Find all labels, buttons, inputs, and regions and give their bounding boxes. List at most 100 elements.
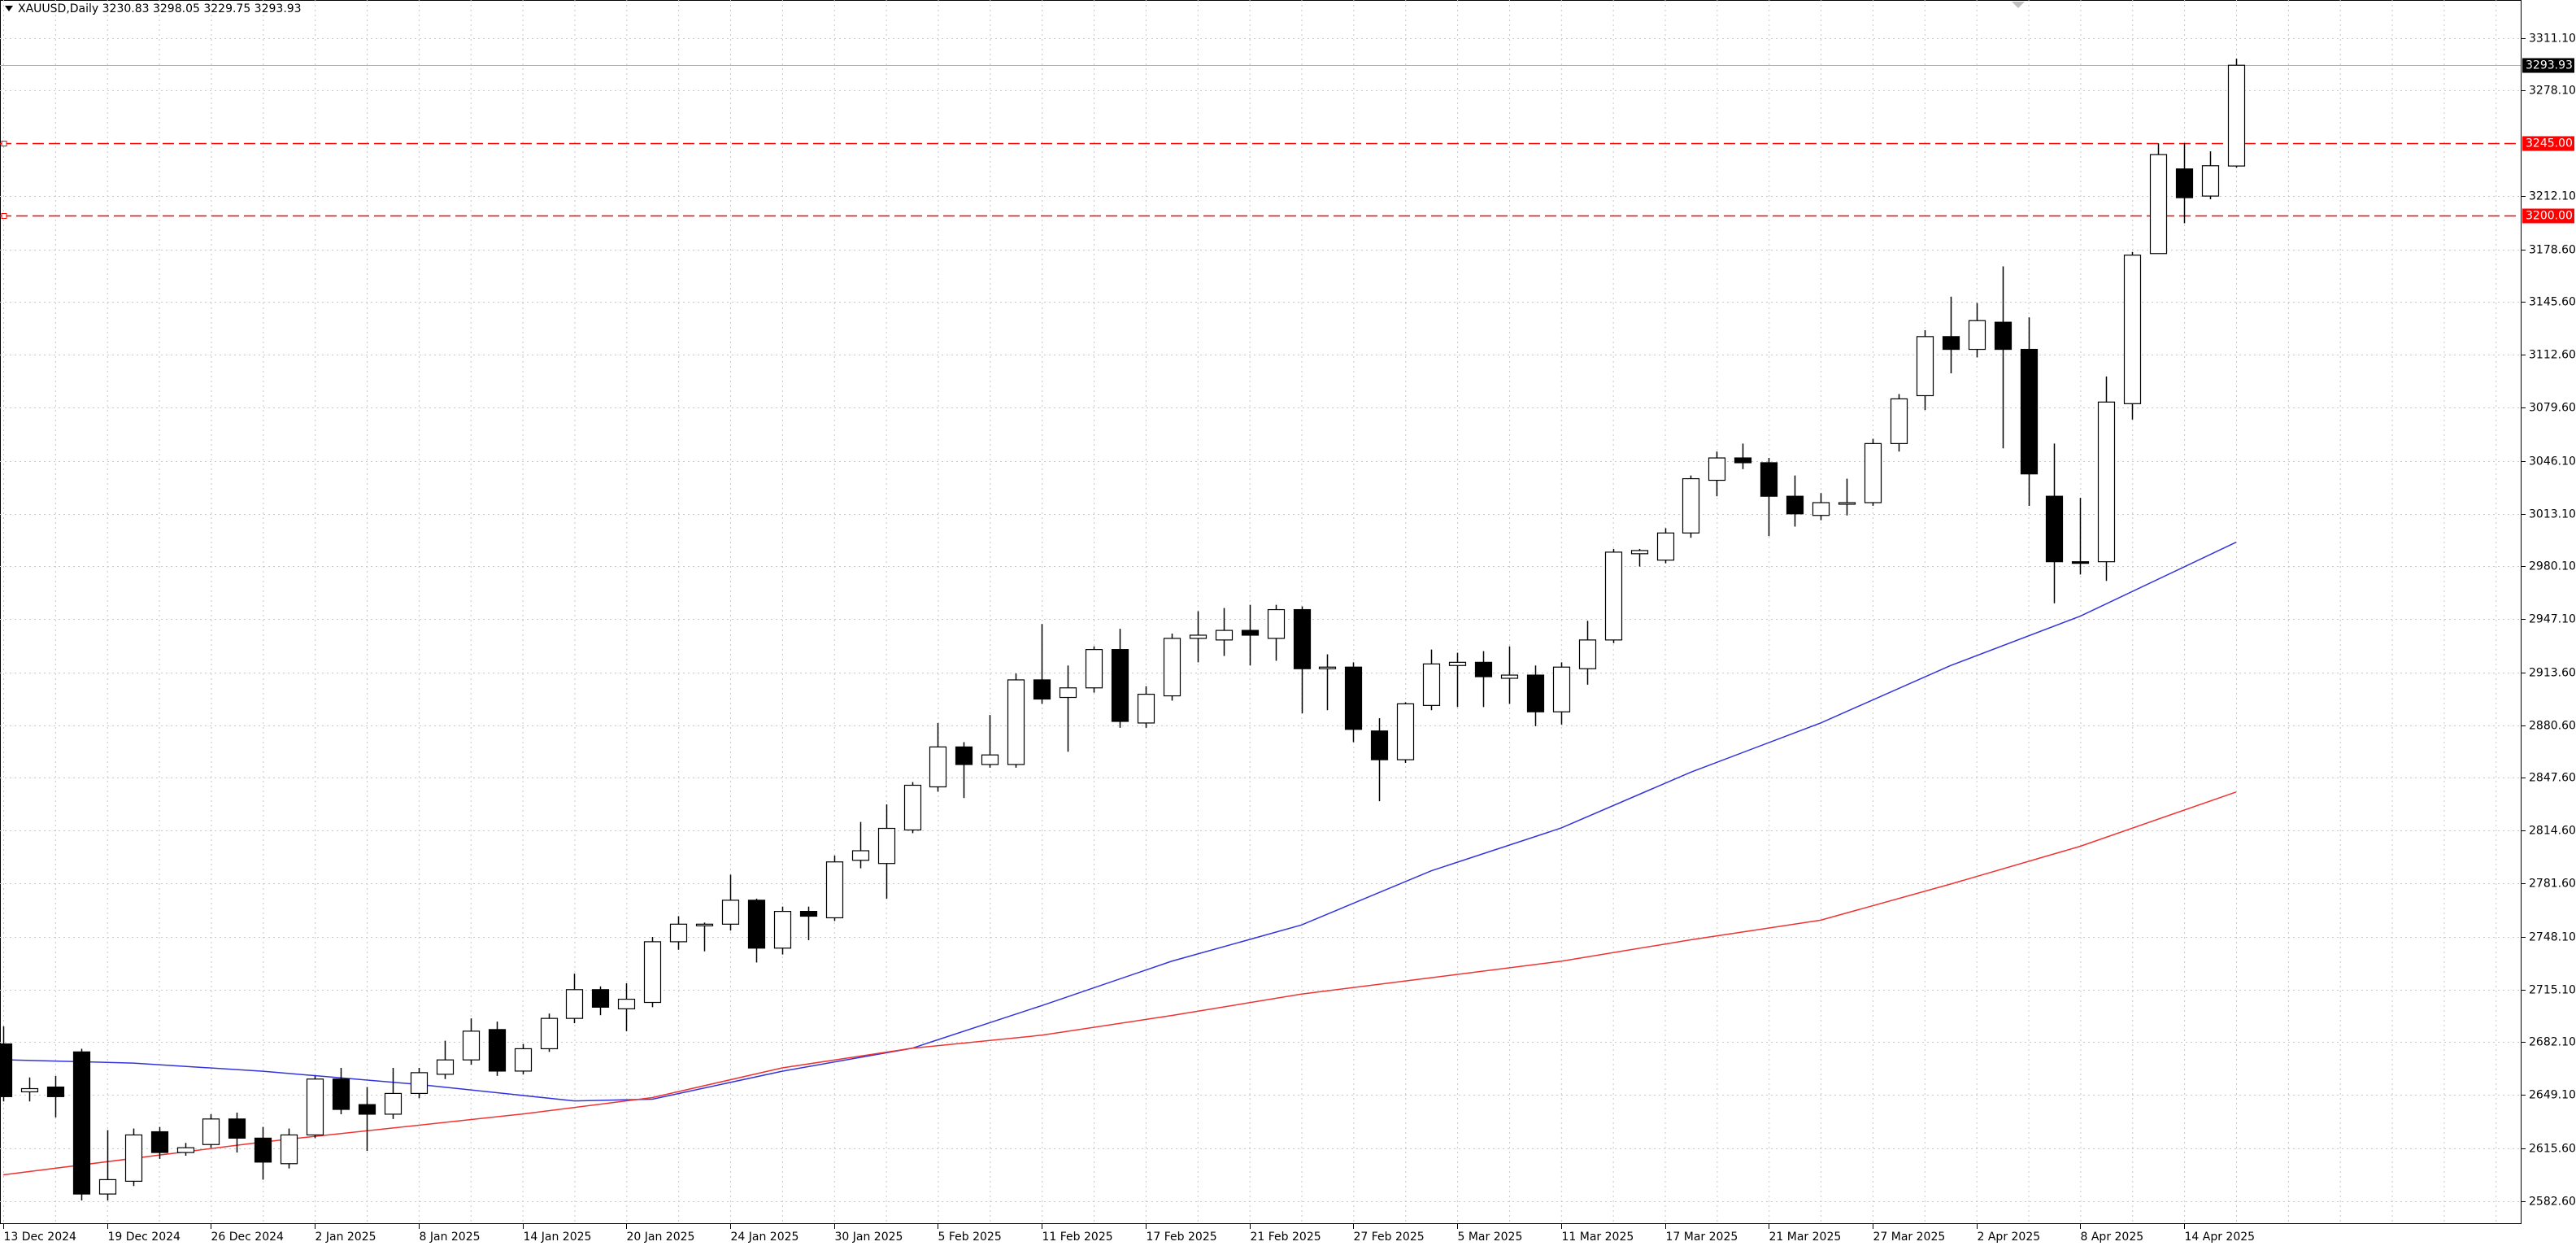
candle-body: [1864, 442, 1882, 503]
candle-body: [591, 989, 610, 1008]
x-tick-label: 17 Mar 2025: [1666, 1231, 1738, 1244]
x-tick-label: 20 Jan 2025: [627, 1231, 695, 1244]
candle-body: [436, 1059, 455, 1075]
candle-body: [1396, 703, 1415, 760]
chart-title: XAUUSD,Daily 3230.83 3298.05 3229.75 329…: [18, 2, 302, 15]
y-tick-label: 3079.60: [2529, 402, 2576, 415]
moving-average: [2, 791, 2237, 1176]
candle-body: [332, 1078, 350, 1110]
candle-body: [1474, 661, 1493, 677]
candle-body: [2045, 495, 2064, 563]
candle-body: [1734, 457, 1752, 464]
candle-body: [825, 861, 844, 919]
level-label: 3200.00: [2526, 210, 2573, 223]
candle-body: [410, 1072, 429, 1095]
candle-body: [1059, 687, 1077, 699]
candle-body: [1656, 532, 1675, 561]
last-price-label: 3293.93: [2526, 59, 2573, 72]
candle-body: [1448, 661, 1467, 666]
candle-body: [695, 923, 714, 926]
level-handle: [1, 141, 7, 146]
candle-body: [1318, 666, 1337, 669]
candle-body: [565, 989, 584, 1019]
y-tick-label: 3112.60: [2529, 349, 2576, 362]
candle-body: [2201, 165, 2220, 197]
y-tick-label: 2682.10: [2529, 1036, 2576, 1049]
y-tick-label: 2814.60: [2529, 825, 2576, 838]
y-tick-label: 2913.60: [2529, 667, 2576, 680]
candle-body: [384, 1092, 402, 1115]
candle-body: [306, 1078, 324, 1136]
x-tick-label: 30 Jan 2025: [835, 1231, 903, 1244]
x-tick-label: 21 Feb 2025: [1251, 1231, 1321, 1244]
candle-body: [1267, 608, 1286, 639]
candle-body: [176, 1147, 195, 1153]
candle-body: [1630, 550, 1649, 555]
candle-body: [1682, 477, 1700, 534]
x-tick-label: 2 Jan 2025: [315, 1231, 376, 1244]
candle-body: [1033, 679, 1051, 700]
candle-body: [1968, 320, 1986, 351]
candle-body: [1370, 730, 1389, 760]
candle-body: [981, 754, 999, 765]
y-tick-label: 2947.10: [2529, 613, 2576, 626]
candle-body: [46, 1086, 65, 1097]
candle-body: [0, 1043, 13, 1097]
candle-body: [1916, 336, 1934, 397]
candle-body: [2071, 561, 2090, 564]
y-tick-label: 3278.10: [2529, 85, 2576, 98]
y-tick-label: 2615.60: [2529, 1143, 2576, 1156]
candle-body: [1189, 634, 1208, 639]
candle-body: [1708, 457, 1726, 481]
candle-body: [1994, 321, 2012, 351]
candle-body: [1422, 663, 1441, 706]
x-tick-label: 27 Mar 2025: [1873, 1231, 1946, 1244]
candle-body: [2227, 64, 2246, 167]
y-tick-label: 3212.10: [2529, 190, 2576, 203]
x-tick-label: 11 Feb 2025: [1042, 1231, 1113, 1244]
last-price-bg: [2522, 58, 2574, 73]
x-tick-label: 24 Jan 2025: [731, 1231, 799, 1244]
y-tick-label: 3178.60: [2529, 244, 2576, 257]
candle-body: [2149, 154, 2168, 255]
candle-body: [540, 1017, 559, 1050]
level-label-bg: [2522, 208, 2574, 224]
candle-body: [1344, 666, 1363, 730]
candle-body: [98, 1178, 117, 1195]
x-tick-label: 27 Feb 2025: [1354, 1231, 1425, 1244]
x-tick-label: 5 Mar 2025: [1458, 1231, 1523, 1244]
candle-body: [747, 900, 766, 949]
symbol-arrow[interactable]: [5, 6, 13, 11]
candle-body: [1215, 630, 1234, 641]
candle-body: [150, 1131, 169, 1153]
candle-body: [1786, 495, 1804, 515]
x-tick-label: 21 Mar 2025: [1769, 1231, 1842, 1244]
candle-body: [1085, 649, 1103, 689]
y-tick-label: 2880.60: [2529, 720, 2576, 733]
candle-body: [955, 746, 973, 765]
y-tick-label: 2748.10: [2529, 931, 2576, 944]
x-tick-label: 13 Dec 2024: [4, 1231, 77, 1244]
candle-body: [358, 1104, 376, 1115]
y-tick-label: 2582.60: [2529, 1196, 2576, 1209]
candle-body: [2020, 348, 2039, 475]
candle-body: [903, 784, 922, 831]
plot-frame: [0, 0, 2522, 1224]
candle-body: [1111, 649, 1129, 722]
candle-body: [1163, 638, 1181, 697]
candle-body: [254, 1137, 272, 1163]
y-tick-label: 3046.10: [2529, 455, 2576, 468]
candle-body: [877, 827, 896, 865]
y-tick-label: 3145.60: [2529, 296, 2576, 309]
x-tick-label: 19 Dec 2024: [108, 1231, 181, 1244]
x-tick-label: 14 Apr 2025: [2185, 1231, 2256, 1244]
candle-body: [721, 900, 740, 925]
y-tick-label: 2980.10: [2529, 560, 2576, 573]
candle-body: [462, 1030, 481, 1061]
candle-body: [1942, 336, 1960, 351]
y-tick-label: 2781.60: [2529, 878, 2576, 891]
candle-body: [851, 850, 870, 861]
x-tick-label: 8 Apr 2025: [2081, 1231, 2144, 1244]
